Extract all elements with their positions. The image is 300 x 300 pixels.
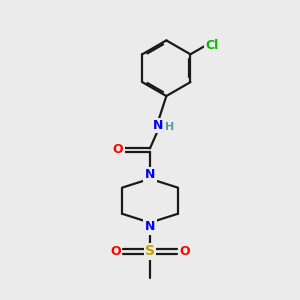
Text: O: O xyxy=(110,245,121,258)
Text: O: O xyxy=(112,143,123,157)
Text: H: H xyxy=(165,122,174,132)
Text: N: N xyxy=(145,220,155,233)
Text: Cl: Cl xyxy=(205,39,218,52)
Text: N: N xyxy=(145,168,155,181)
Text: S: S xyxy=(145,244,155,258)
Text: O: O xyxy=(179,245,190,258)
Text: N: N xyxy=(153,119,164,132)
